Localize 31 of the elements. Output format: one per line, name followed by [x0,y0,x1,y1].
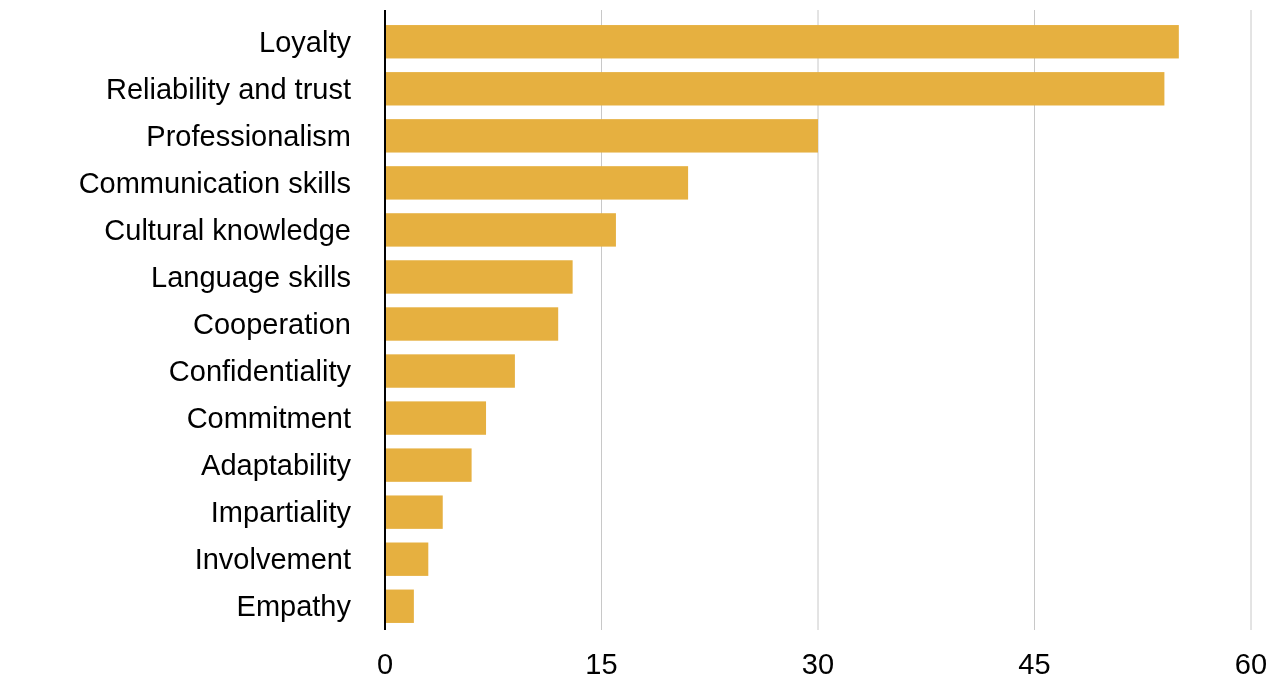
bar [385,119,818,153]
x-tick-label: 30 [801,648,835,680]
x-tick-label: 0 [376,648,394,680]
bar [385,213,616,247]
bar [385,307,559,341]
bar [385,448,472,482]
x-tick-label: 60 [1234,648,1268,680]
y-tick-label: Cultural knowledge [104,214,351,247]
y-tick-label: Loyalty [259,25,352,58]
bar [385,260,573,294]
bar [385,354,515,388]
bar [385,542,429,576]
bar [385,589,414,623]
bar [385,25,1179,59]
y-tick-label: Cooperation [193,308,351,341]
x-tick-label: 45 [1018,648,1051,680]
y-tick-label: Adaptability [201,449,352,482]
y-tick-label: Communication skills [78,167,351,200]
y-tick-label: Involvement [194,543,351,576]
y-tick-label: Commitment [186,402,351,435]
y-tick-label: Empathy [236,590,352,623]
bar [385,401,487,435]
bar [385,495,443,529]
bar [385,72,1165,106]
y-tick-label: Confidentiality [168,355,352,388]
y-tick-label: Reliability and trust [106,72,351,105]
y-tick-label: Impartiality [210,496,352,529]
bar [385,166,689,200]
y-tick-label: Language skills [151,261,351,294]
y-tick-label: Professionalism [146,119,351,152]
x-tick-label: 15 [585,648,618,680]
